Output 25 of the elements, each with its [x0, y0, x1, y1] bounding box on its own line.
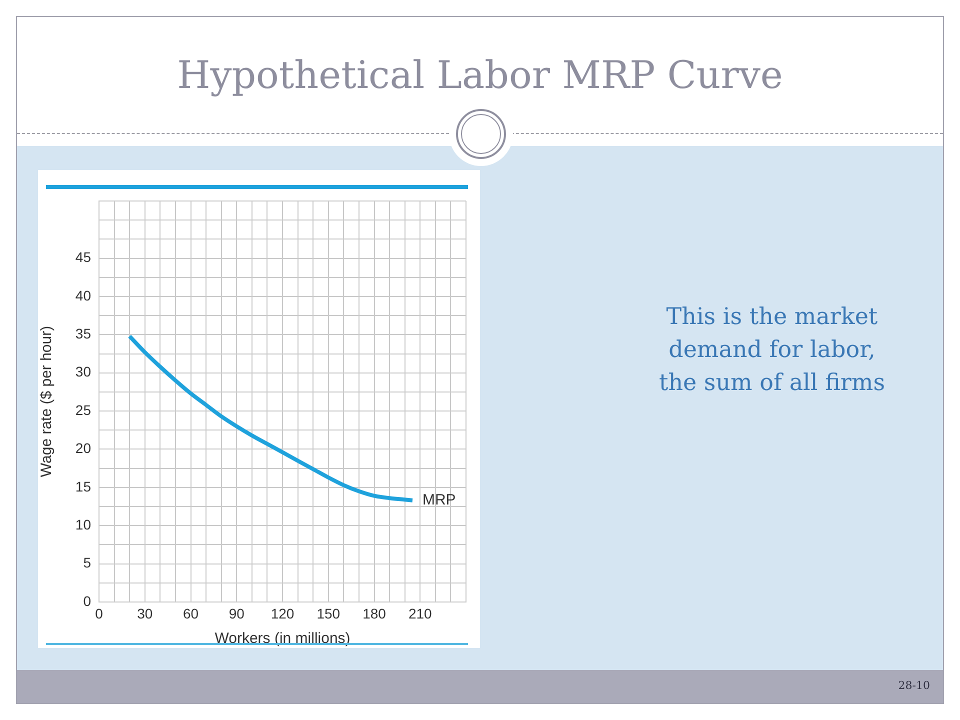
x-axis-title: Workers (in millions) [214, 630, 350, 648]
y-tick-label: 40 [75, 287, 92, 304]
chart-title: Hypothetical Labor MRP Curve [176, 52, 784, 99]
x-tick-label: 90 [228, 605, 245, 622]
y-tick-label: 5 [83, 554, 92, 571]
x-tick-label: 30 [137, 605, 153, 622]
y-tick-label: 45 [75, 249, 92, 266]
line-series [128, 334, 414, 502]
y-tick-label: 30 [75, 364, 92, 380]
y-tick-label: 25 [75, 402, 92, 418]
y-tick-label: 15 [75, 478, 92, 494]
y-tick-label: 35 [75, 326, 92, 342]
x-tick-label: 120 [270, 605, 294, 622]
y-tick-label: 0 [83, 592, 92, 609]
x-tick-label: 210 [408, 605, 432, 622]
x-tick-label: 180 [362, 605, 386, 622]
x-tick-label: 150 [316, 605, 340, 622]
y-tick-label: 10 [75, 516, 92, 532]
y-axis-title: Wage rate ($ per hour) [38, 326, 56, 478]
series-label: MRP [422, 492, 456, 509]
text: This is the market demand for labor, the sum of all firms [658, 303, 886, 398]
x-tick-label: 60 [182, 605, 199, 622]
text: 28-10 [897, 679, 930, 692]
y-tick-label: 20 [75, 440, 92, 456]
x-tick-label: 0 [95, 605, 104, 622]
